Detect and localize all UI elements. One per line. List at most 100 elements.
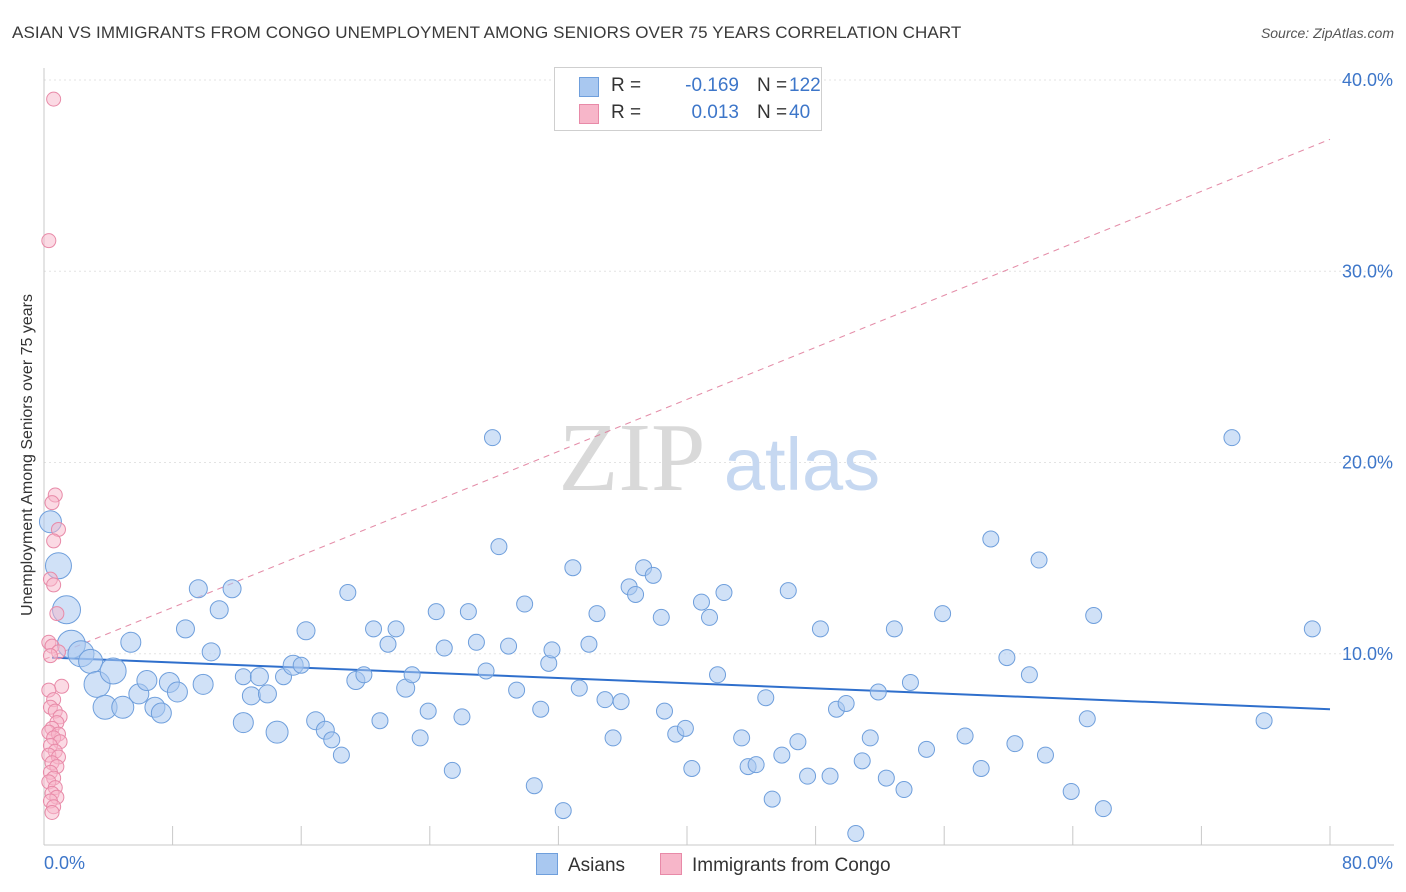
asians-point <box>853 752 871 770</box>
grid-lines <box>44 79 1394 655</box>
asians-point <box>232 712 254 734</box>
asians-point <box>747 756 765 774</box>
asians-r-value: -0.169 <box>685 75 739 96</box>
asians-trend-line <box>51 656 1331 711</box>
legend: Asians Immigrants from Congo <box>0 853 1406 877</box>
asians-point <box>644 566 662 584</box>
y-tick-label: 40.0% <box>1342 70 1393 90</box>
asians-point <box>234 668 252 686</box>
asians-point <box>78 648 104 674</box>
congo-r-value: 0.013 <box>691 102 739 123</box>
data-points <box>38 91 1321 843</box>
asians-point <box>500 637 518 655</box>
congo-trend-line <box>43 138 1331 660</box>
legend-item-asians[interactable]: Asians <box>536 853 625 877</box>
asians-point <box>120 631 142 653</box>
x-tick-label-min: 0.0% <box>44 853 85 873</box>
asians-point <box>371 712 389 730</box>
asians-point <box>901 673 919 691</box>
asians-point <box>918 740 936 758</box>
asians-point <box>111 695 135 719</box>
asians-point <box>861 729 879 747</box>
y-tick-label: 10.0% <box>1342 644 1393 664</box>
y-tick-label: 20.0% <box>1342 453 1393 473</box>
asians-point <box>427 603 445 621</box>
asians-point <box>257 684 277 704</box>
asians-point <box>1085 607 1103 624</box>
asians-point <box>982 530 1000 548</box>
asians-n-label: N = <box>757 75 788 96</box>
asians-point <box>652 608 670 626</box>
asians-point <box>222 579 242 599</box>
asians-point <box>339 584 357 602</box>
asians-point <box>387 620 405 638</box>
asians-point <box>655 702 673 720</box>
asians-point <box>411 729 429 747</box>
asians-point <box>490 538 508 556</box>
congo-point <box>44 495 60 511</box>
asians-point <box>525 777 543 795</box>
asians-point <box>773 746 791 764</box>
asians-point <box>877 769 895 787</box>
asians-point <box>580 635 598 653</box>
legend-item-congo[interactable]: Immigrants from Congo <box>660 853 891 877</box>
asians-r-label: R = <box>611 75 642 96</box>
asians-point <box>403 666 421 684</box>
x-tick-label-max: 80.0% <box>1342 853 1393 873</box>
asians-point <box>885 620 903 638</box>
legend-asians-swatch <box>536 853 558 875</box>
asians-point <box>1006 735 1024 753</box>
asians-point <box>296 621 316 641</box>
congo-point <box>41 233 57 249</box>
asians-point <box>1030 551 1048 569</box>
asians-point <box>627 585 645 603</box>
asians-point <box>709 666 727 684</box>
asians-point <box>676 719 694 737</box>
asians-point <box>192 673 214 695</box>
legend-congo-label: Immigrants from Congo <box>692 855 891 876</box>
asians-point <box>136 670 158 692</box>
asians-point <box>483 429 501 447</box>
asians-point <box>467 633 485 651</box>
asians-point <box>847 825 865 843</box>
asians-point <box>532 700 550 718</box>
asians-point <box>477 662 495 680</box>
asians-point <box>779 582 797 600</box>
asians-point <box>763 790 781 808</box>
asians-point <box>355 666 373 684</box>
asians-point <box>459 603 477 621</box>
asians-point <box>1303 620 1321 638</box>
tick-labels: 10.0% 20.0% 30.0% 40.0% 0.0% 80.0% <box>44 70 1393 873</box>
congo-point <box>46 577 62 593</box>
watermark-zip: ZIP <box>559 404 706 512</box>
congo-swatch <box>579 104 599 124</box>
asians-point <box>692 593 710 611</box>
congo-point <box>44 804 60 820</box>
congo-r-label: R = <box>611 102 642 123</box>
congo-point <box>46 91 62 107</box>
y-tick-label: 30.0% <box>1342 261 1393 281</box>
asians-point <box>683 760 701 777</box>
asians-point <box>956 727 974 745</box>
congo-point <box>49 606 65 622</box>
asians-point <box>604 729 622 747</box>
asians-point <box>821 767 839 785</box>
asians-point <box>1094 800 1112 818</box>
asians-point <box>249 667 269 687</box>
asians-swatch <box>579 77 599 97</box>
asians-point <box>323 731 341 749</box>
asians-point <box>757 689 775 707</box>
watermark: ZIP atlas <box>559 404 881 512</box>
asians-point <box>379 635 397 653</box>
asians-point <box>564 559 582 577</box>
asians-point <box>701 608 719 626</box>
asians-point <box>588 605 606 623</box>
asians-point <box>1223 429 1241 447</box>
congo-n-label: N = <box>757 102 788 123</box>
asians-point <box>869 683 887 701</box>
asians-point <box>1255 712 1273 730</box>
asians-point <box>453 708 471 726</box>
congo-n-value: 40 <box>789 102 811 123</box>
asians-point <box>201 642 221 662</box>
asians-point <box>150 702 172 724</box>
